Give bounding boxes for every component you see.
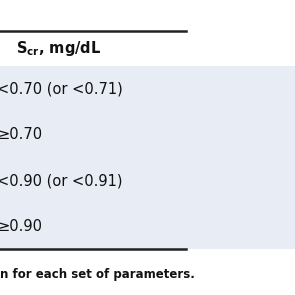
Text: <0.90 (or <0.91): <0.90 (or <0.91): [0, 173, 122, 188]
Text: $\mathbf{S_{cr}}$, mg/dL: $\mathbf{S_{cr}}$, mg/dL: [16, 39, 101, 58]
Text: <0.70 (or <0.71): <0.70 (or <0.71): [0, 82, 123, 97]
Text: ≥0.70: ≥0.70: [0, 127, 42, 142]
Bar: [0, 31, 295, 66]
Text: ≥0.90: ≥0.90: [0, 219, 42, 234]
Bar: [0, 66, 295, 249]
Text: n for each set of parameters.: n for each set of parameters.: [0, 268, 195, 281]
